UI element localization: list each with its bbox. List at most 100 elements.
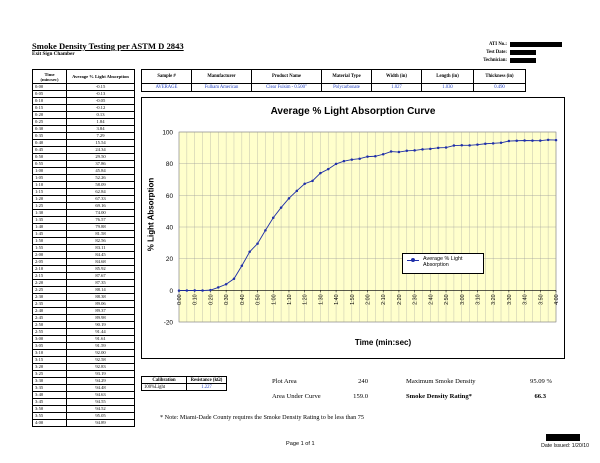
time-cell: 1:20 [32, 195, 67, 203]
table-row: 3:30 94.29 [32, 377, 135, 385]
sample-value-cell: Clear Fulsim - 0.500" [251, 83, 322, 92]
data-point [554, 138, 558, 142]
table-row: 2:35 89.06 [32, 300, 135, 308]
absorption-cell: 84.45 [66, 251, 135, 259]
data-point [366, 155, 369, 158]
absorption-cell: 91.59 [66, 342, 135, 350]
absorption-cell: 3.84 [66, 125, 135, 133]
time-cell: 2:30 [32, 293, 67, 301]
table-row: 0:55 37.86 [32, 160, 135, 168]
table-row: 1:05 52.26 [32, 174, 135, 182]
data-point [546, 138, 550, 142]
data-point [444, 146, 448, 149]
area-under-curve-value: 159.0 [353, 393, 368, 400]
chart-legend: Average % Light Absorption [402, 253, 484, 274]
absorption-cell: 7.29 [66, 132, 135, 140]
time-cell: 2:25 [32, 286, 67, 294]
data-point [326, 167, 330, 171]
table-row: 0:40 15.54 [32, 139, 135, 147]
table-row: 2:05 84.68 [32, 258, 135, 266]
time-cell: 2:00 [32, 251, 67, 259]
table-row: 0:15 -0.12 [32, 104, 135, 112]
data-point [468, 144, 471, 147]
calibration-table: Calibration Resistance (kΩ) 100%Light 1.… [141, 376, 227, 391]
col-time-header: Time (min:sec) [32, 69, 67, 84]
y-tick-label: -20 [164, 320, 174, 327]
meta-tech-label: Technician: [483, 57, 507, 63]
sample-info-table: Sample # Manufacturer Product Name Material… [141, 69, 526, 92]
absorption-cell: 91.44 [66, 328, 135, 336]
data-point [421, 148, 424, 151]
absorption-cell: 62.84 [66, 188, 135, 196]
absorption-cell: 85.92 [66, 265, 135, 273]
sample-header-cell: Material Type [321, 69, 372, 84]
table-row: 1:25 69.16 [32, 202, 135, 210]
absorption-cell: -0.05 [66, 97, 135, 105]
time-cell: 2:50 [32, 321, 67, 329]
x-tick-label: 1:50 [350, 294, 356, 305]
data-point [240, 264, 244, 267]
meta-date-row: Test Date: [442, 48, 562, 56]
sample-header-cell: Thickness (in) [473, 69, 526, 84]
data-point [491, 142, 495, 145]
time-absorption-table: Time (min:sec) Average % Light Absorptio… [32, 69, 135, 427]
absorption-cell: 79.88 [66, 223, 135, 231]
x-tick-label: 2:10 [381, 294, 387, 305]
table-row: 2:40 89.37 [32, 307, 135, 315]
calibration-header: Calibration [141, 376, 187, 384]
table-row: 3:35 94.48 [32, 384, 135, 392]
table-row: 1:10 58.09 [32, 181, 135, 189]
absorption-cell: 24.34 [66, 146, 135, 154]
table-row: 0:25 1.84 [32, 118, 135, 126]
report-title: Smoke Density Testing per ASTM D 2843 [32, 41, 184, 51]
time-cell: 2:35 [32, 300, 67, 308]
data-point [374, 155, 377, 158]
table-row: 2:10 85.92 [32, 265, 135, 273]
absorption-cell: 89.37 [66, 307, 135, 315]
absorption-cell: 76.57 [66, 216, 135, 224]
x-tick-label: 3:50 [538, 294, 544, 305]
time-cell: 0:30 [32, 125, 67, 133]
data-point [476, 143, 479, 146]
x-tick-label: 0:10 [193, 294, 199, 305]
y-tick-label: 20 [166, 256, 174, 263]
table-row: 2:45 89.98 [32, 314, 135, 322]
data-point [429, 147, 432, 151]
table-row: 3:45 94.55 [32, 398, 135, 406]
time-cell: 1:30 [32, 209, 67, 217]
redacted-ati [510, 41, 562, 47]
meta-tech-row: Technician: [442, 56, 562, 64]
x-tick-label: 3:00 [460, 294, 466, 305]
x-tick-label: 3:40 [523, 294, 529, 305]
absorption-cell: 92.83 [66, 363, 135, 371]
absorption-cell: 29.50 [66, 153, 135, 161]
page-number: Page 1 of 1 [286, 441, 315, 447]
absorption-cell: 74.00 [66, 209, 135, 217]
table-row: 3:40 94.63 [32, 391, 135, 399]
table-row: 2:50 90.19 [32, 321, 135, 329]
data-point [531, 139, 534, 142]
data-point [381, 153, 385, 156]
data-point [209, 288, 212, 292]
absorption-cell: 94.55 [66, 398, 135, 406]
table-row: 2:25 88.14 [32, 286, 135, 294]
data-point [217, 286, 220, 289]
plot-area-label: Plot Area [272, 378, 297, 385]
x-tick-label: 2:40 [428, 294, 434, 305]
time-cell: 0:15 [32, 104, 67, 112]
time-cell: 3:30 [32, 377, 67, 385]
y-tick-label: 100 [162, 130, 173, 137]
table-row: 3:05 91.59 [32, 342, 135, 350]
legend-marker [411, 258, 415, 262]
data-point [397, 150, 401, 154]
footnote: * Note: Miami-Dade County requires the S… [160, 414, 364, 421]
absorption-cell: -0.15 [66, 83, 135, 91]
x-tick-label: 1:00 [271, 294, 277, 305]
time-cell: 1:10 [32, 181, 67, 189]
chart-x-label: Time (min:sec) [354, 338, 412, 347]
time-cell: 0:25 [32, 118, 67, 126]
chart-title: Average % Light Absorption Curve [270, 106, 436, 117]
table-row: 2:30 88.38 [32, 293, 135, 301]
time-cell: 3:20 [32, 363, 67, 371]
table-row: 1:50 82.56 [32, 237, 135, 245]
